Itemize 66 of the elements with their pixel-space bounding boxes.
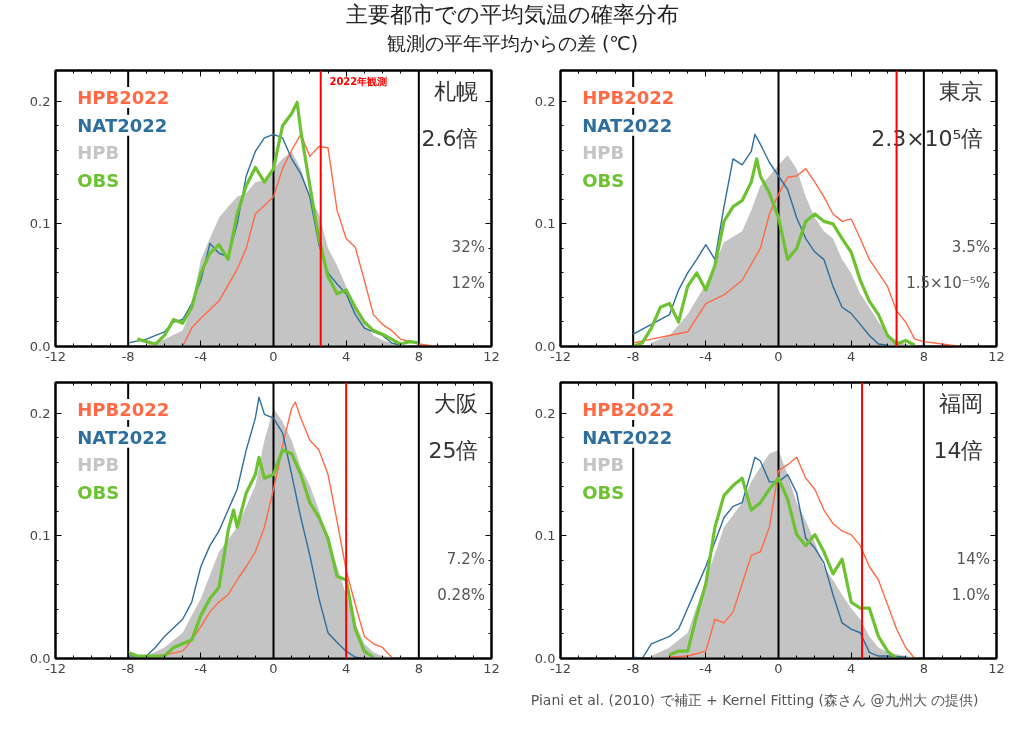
text: 14倍 (933, 437, 984, 463)
text: 主要都市での平均気温の確率分布 (346, 1, 679, 27)
y-tick-label: 0.1 (534, 216, 556, 232)
text: HPB2022 (582, 87, 675, 109)
x-tick-label: -8 (626, 660, 640, 676)
annotation: 7.2% (446, 550, 485, 569)
text: NAT2022 (582, 114, 673, 136)
text: OBS (77, 169, 120, 191)
text: NAT2022 (77, 114, 168, 136)
text: HPB (77, 454, 120, 476)
text: HPB (582, 454, 625, 476)
text: OBS (582, 481, 625, 503)
x-tick-label: -4 (699, 348, 713, 364)
x-tick-label: 0 (774, 348, 783, 364)
y-tick-label: 0.2 (29, 93, 51, 109)
x-tick-label: 4 (847, 348, 856, 364)
chart-title: 東京 (939, 78, 984, 104)
text: 25倍 (428, 437, 479, 463)
x-tick-label: 8 (919, 348, 928, 364)
x-tick-label: 12 (483, 660, 500, 676)
text: HPB2022 (77, 87, 170, 109)
y-tick-label: 0.1 (29, 528, 51, 544)
x-tick-label: -4 (194, 660, 208, 676)
x-tick-label: 4 (847, 660, 856, 676)
text: OBS (77, 481, 120, 503)
x-tick-label: 12 (483, 348, 500, 364)
chart-title: 札幌 (434, 78, 479, 104)
y-tick-label: 0.1 (29, 216, 51, 232)
chart-title: 福岡 (939, 390, 984, 416)
annotation: 12% (451, 274, 485, 293)
x-tick-label: 8 (919, 660, 928, 676)
x-tick-label: 0 (269, 348, 278, 364)
text: HPB2022 (582, 399, 675, 421)
annotation: 3.5% (951, 238, 990, 257)
x-tick-label: 8 (414, 660, 423, 676)
x-tick-label: 4 (342, 660, 351, 676)
x-tick-label: -4 (699, 660, 713, 676)
text: NAT2022 (582, 426, 673, 448)
x-tick-label: -8 (121, 348, 135, 364)
text: HPB (77, 142, 120, 164)
x-tick-label: -4 (194, 348, 208, 364)
y-tick-label: 0.2 (534, 405, 556, 421)
text: HPB (582, 142, 625, 164)
ref-line-label: 2022年観測 (329, 76, 388, 88)
x-tick-label: -8 (626, 348, 640, 364)
text: 2.6倍 (421, 125, 479, 151)
x-tick-label: 12 (988, 660, 1005, 676)
x-tick-label: 4 (342, 348, 351, 364)
annotation: 14% (956, 550, 990, 569)
x-tick-label: 0 (269, 660, 278, 676)
annotation: 0.28% (437, 586, 485, 605)
text: Piani et al. (2010) で補正 + Kernel Fitting (森さん @九州大 の提供) (530, 691, 979, 708)
annotation: 1.0% (951, 586, 990, 605)
y-tick-label: 0.2 (534, 93, 556, 109)
y-tick-label: 0.2 (29, 405, 51, 421)
chart-title: 大阪 (434, 390, 479, 416)
x-tick-label: 12 (988, 348, 1005, 364)
annotation: 32% (451, 238, 485, 257)
y-tick-label: 0.1 (534, 528, 556, 544)
text: HPB2022 (77, 399, 170, 421)
text: NAT2022 (77, 426, 168, 448)
x-tick-label: 0 (774, 660, 783, 676)
text: OBS (582, 169, 625, 191)
text: 観測の平年平均からの差 (℃) (386, 31, 639, 54)
x-tick-label: 8 (414, 348, 423, 364)
x-tick-label: -8 (121, 660, 135, 676)
